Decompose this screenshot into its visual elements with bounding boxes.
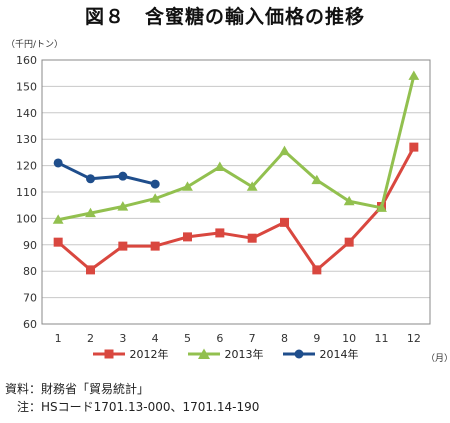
data-point-2013 [376,202,387,212]
data-point-2013 [311,174,323,185]
hs-code-note: 注：HSコード1701.13-000、1701.14-190 [5,400,260,414]
y-tick-label: 120 [16,160,37,173]
x-tick-label: 6 [216,332,223,345]
y-tick-label: 80 [23,265,37,278]
data-point-2012 [118,241,128,251]
x-tick-label: 4 [152,332,159,345]
data-point-2013 [214,161,226,171]
x-tick-label: 5 [184,332,191,345]
data-point-2014 [86,174,95,184]
plot-frame [41,59,431,325]
data-point-2013 [279,145,290,156]
data-point-2013 [117,201,129,211]
y-tick-label: 150 [16,80,37,93]
series-line-2013 [57,75,416,222]
source-note: 資料：財務省「貿易統計」 [5,382,150,396]
y-tick-label: 160 [16,54,37,67]
data-point-2014 [53,158,63,168]
legend-swatch-2013 [187,348,220,359]
legend-item-2014: 2014年 [282,346,359,362]
y-tick-label: 140 [16,107,37,120]
data-point-2012 [409,142,419,152]
y-tick-label: 100 [16,212,37,225]
data-point-2014 [150,179,160,189]
x-tick-label: 10 [342,332,356,345]
y-tick-label: 110 [16,186,37,199]
data-point-2013 [182,181,193,191]
x-axis-unit: （月） [426,354,450,364]
data-point-2012 [86,265,95,275]
legend-item-2013: 2013年 [187,346,264,362]
legend-swatch-2012 [92,349,125,359]
data-point-2012 [150,241,160,251]
x-tick-label: 12 [407,332,421,345]
data-point-2012 [53,237,63,247]
legend-label-2012: 2012年 [129,348,169,361]
data-point-2012 [280,217,289,227]
legend-label-2013: 2013年 [224,348,264,361]
data-point-2012 [312,265,322,275]
x-tick-label: 9 [313,332,320,345]
x-tick-label: 8 [281,332,288,345]
x-tick-label: 11 [375,332,389,345]
data-point-2013 [343,195,355,206]
x-tick-label: 3 [119,332,126,345]
x-tick-label: 2 [87,332,94,345]
source-notes: 資料：財務省「貿易統計」 注：HSコード1701.13-000、1701.14-… [5,380,259,416]
x-tick-label: 1 [55,332,62,345]
x-tick-label: 7 [249,332,256,345]
chart-title: 図８ 含蜜糖の輸入価格の推移 [84,6,365,28]
data-point-2014 [118,171,128,181]
series-line-2014 [57,161,156,186]
data-point-2013 [408,70,420,80]
y-tick-label: 60 [23,318,37,331]
data-point-2012 [344,237,354,247]
data-point-2013 [85,207,96,218]
chart-legend: 2012年 2013年 2014年 [0,346,450,362]
y-axis-unit: （千円/トン） [6,40,64,50]
data-point-2012 [215,228,225,238]
data-point-2013 [246,181,258,191]
y-tick-label: 130 [16,133,37,146]
data-point-2013 [52,214,64,224]
data-point-2012 [247,233,257,243]
y-tick-label: 90 [23,239,37,252]
y-tick-label: 70 [23,292,37,305]
data-point-2012 [183,232,192,242]
legend-label-2014: 2014年 [319,348,359,361]
data-point-2013 [149,193,161,203]
legend-item-2012: 2012年 [92,346,169,362]
series-line-2012 [57,146,416,272]
legend-swatch-2014 [282,349,315,359]
